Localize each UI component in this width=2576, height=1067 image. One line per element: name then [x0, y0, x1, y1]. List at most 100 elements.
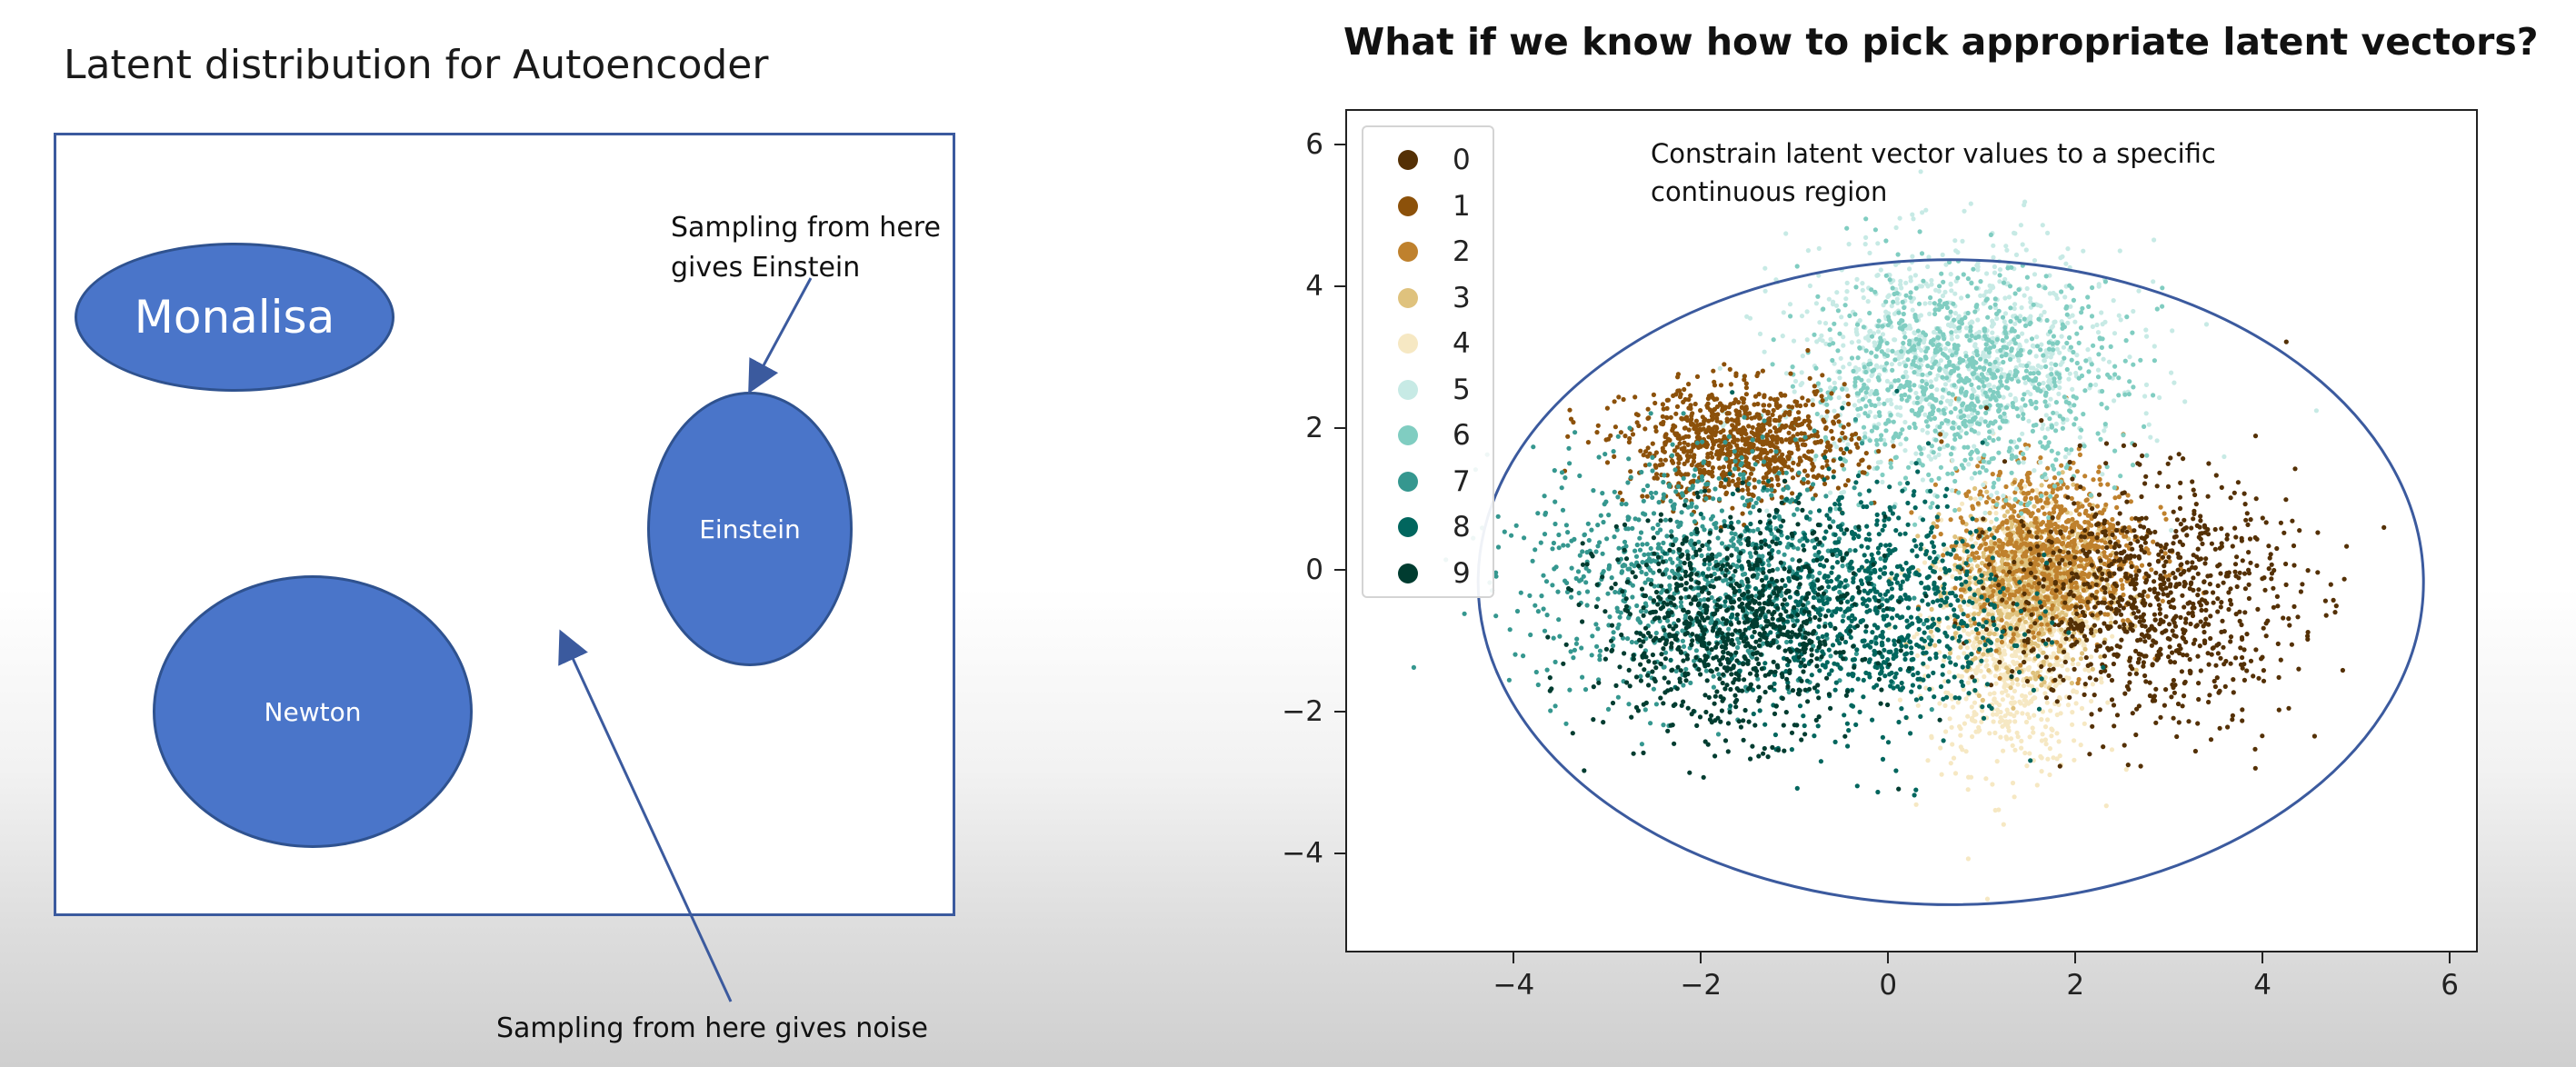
data-point: [2090, 324, 2095, 329]
data-point: [1898, 442, 1903, 447]
data-point: [1981, 482, 1986, 488]
data-point: [2008, 541, 2013, 546]
data-point: [1821, 306, 1826, 312]
data-point: [1933, 376, 1939, 382]
data-point: [2083, 358, 2089, 364]
data-point: [2068, 511, 2073, 516]
data-point: [1988, 396, 1993, 402]
data-point: [1999, 354, 2004, 359]
data-point: [2059, 639, 2064, 644]
data-point: [1857, 345, 1862, 351]
data-point: [1865, 414, 1871, 419]
data-point: [2029, 336, 2035, 342]
data-point: [1823, 424, 1829, 430]
data-point: [2119, 577, 2124, 583]
data-point: [1916, 301, 1922, 306]
data-point: [2034, 334, 2040, 340]
data-point: [2058, 479, 2063, 484]
data-point: [1942, 703, 1948, 709]
data-point: [1849, 355, 1855, 361]
data-point: [1933, 359, 1939, 364]
data-point: [1988, 304, 1993, 310]
data-point: [1950, 323, 1955, 328]
data-point: [1926, 472, 1932, 477]
data-point: [2096, 282, 2102, 287]
data-point: [1841, 343, 1846, 348]
data-point: [1913, 451, 1919, 456]
data-point: [1812, 332, 1817, 337]
data-point: [2071, 482, 2076, 487]
data-point: [2203, 322, 2210, 327]
data-point: [1963, 325, 1970, 331]
data-point: [1919, 451, 1924, 456]
data-point: [1766, 403, 1772, 408]
data-point: [1990, 284, 1995, 289]
data-point: [2014, 486, 2020, 492]
data-point: [2012, 341, 2018, 346]
data-point: [2103, 803, 2109, 809]
data-point: [1790, 384, 1795, 389]
data-point: [2151, 539, 2156, 544]
data-point: [1952, 291, 1958, 296]
data-point: [1996, 408, 2002, 414]
data-point: [1982, 673, 1987, 680]
data-point: [2020, 396, 2025, 402]
data-point: [2005, 577, 2011, 583]
data-point: [1826, 296, 1832, 302]
data-point: [1947, 716, 1952, 722]
einstein-note-line1: Sampling from here: [671, 212, 941, 244]
data-point: [1837, 375, 1842, 381]
data-point: [1981, 553, 1986, 559]
data-point: [2047, 291, 2052, 296]
data-point: [1967, 423, 1972, 428]
data-point: [1884, 353, 1891, 358]
data-point: [1902, 448, 1908, 454]
data-point: [1862, 434, 1868, 440]
data-point: [2027, 734, 2032, 740]
data-point: [2045, 230, 2051, 235]
data-point: [2151, 279, 2156, 284]
data-point: [2022, 683, 2027, 689]
data-point: [2108, 553, 2113, 558]
data-point: [1908, 290, 1913, 295]
data-point: [2083, 557, 2089, 563]
data-point: [1616, 394, 1622, 400]
data-point: [1920, 385, 1925, 391]
data-point: [1927, 371, 1932, 376]
data-point: [1858, 405, 1863, 412]
data-point: [1836, 394, 1842, 401]
data-point: [1997, 279, 2002, 284]
data-point: [2001, 822, 2006, 827]
data-point: [1815, 294, 1821, 299]
data-point: [2062, 562, 2068, 567]
data-point: [2032, 258, 2038, 264]
data-point: [1682, 440, 1687, 445]
data-point: [2054, 606, 2060, 612]
data-point: [1957, 356, 1962, 362]
data-point: [2049, 733, 2054, 739]
data-point: [2034, 524, 2040, 530]
data-point: [2032, 581, 2038, 586]
data-point: [1875, 241, 1881, 246]
data-point: [2042, 285, 2048, 291]
data-point: [1783, 231, 1789, 236]
data-point: [2072, 541, 2077, 546]
data-point: [1897, 361, 1902, 367]
data-point: [1792, 378, 1799, 384]
data-point: [1956, 490, 1962, 495]
data-point: [1993, 681, 1999, 686]
data-point: [2104, 405, 2110, 411]
data-point: [1963, 431, 1969, 436]
data-point: [2044, 317, 2050, 324]
data-point: [1938, 532, 1943, 537]
data-point: [2036, 631, 2042, 636]
data-point: [1987, 362, 1992, 367]
data-point: [2078, 325, 2084, 331]
data-point: [2082, 519, 2088, 525]
data-point: [1965, 294, 1971, 299]
data-point: [1924, 382, 1930, 387]
data-point: [1975, 375, 1981, 381]
data-point: [1945, 341, 1951, 346]
data-point: [1915, 534, 1921, 539]
data-point: [1957, 603, 1962, 609]
